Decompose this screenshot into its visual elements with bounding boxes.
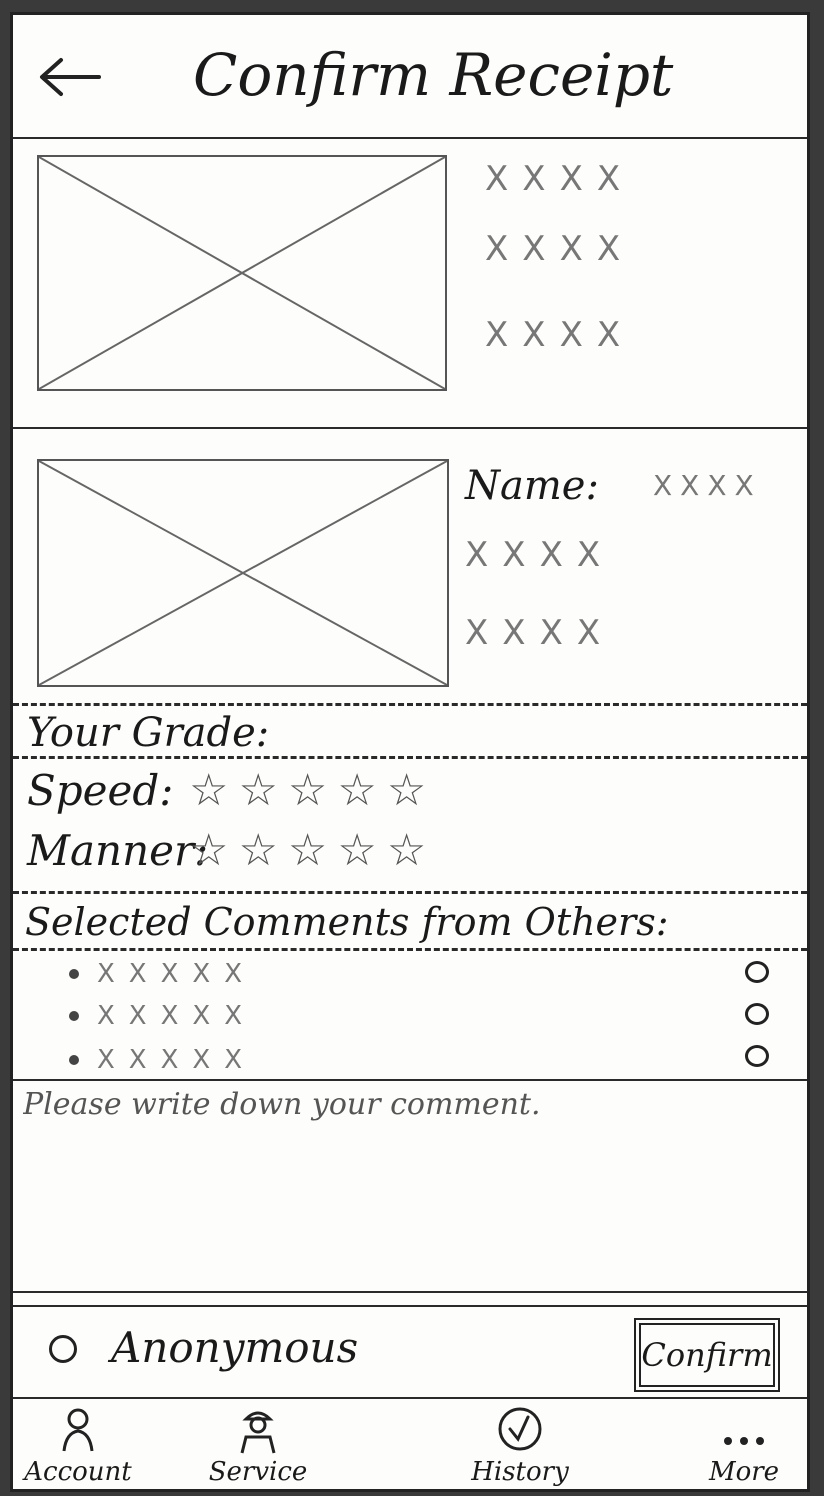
comment-input-area — [13, 1079, 807, 1293]
speed-rating-row: Speed: ☆ ☆ ☆ ☆ ☆ — [27, 765, 436, 816]
speed-label: Speed: — [27, 766, 174, 815]
comment-text: XXXXX — [97, 1045, 257, 1075]
bullet-icon — [69, 969, 79, 979]
others-heading-row: Selected Comments from Others: — [13, 891, 807, 951]
product-section: XXXX XXXX XXXX — [13, 139, 807, 429]
bullet-icon — [69, 1011, 79, 1021]
bottom-nav: Account Service History More — [13, 1399, 807, 1489]
nav-item-service[interactable]: Service — [193, 1399, 323, 1489]
provider-name-label: Name: — [465, 463, 599, 509]
comment-text: XXXXX — [97, 959, 257, 989]
page-title: Confirm Receipt — [193, 41, 674, 109]
back-button[interactable] — [35, 49, 105, 105]
comment-3-radio[interactable] — [745, 1045, 769, 1067]
provider-section: Name: XXXX XXXX XXXX — [13, 429, 807, 703]
product-info-line-3: XXXX — [485, 315, 635, 355]
more-icon — [724, 1437, 764, 1445]
ratings-section: Speed: ☆ ☆ ☆ ☆ ☆ Manner: ☆ ☆ ☆ ☆ ☆ — [13, 759, 807, 891]
list-item: XXXXX — [69, 1001, 256, 1031]
speed-star-4-icon[interactable]: ☆ — [337, 765, 377, 816]
phone-screen: Confirm Receipt XXXX XXXX XXXX Name: XXX… — [10, 12, 810, 1492]
manner-star-2-icon[interactable]: ☆ — [238, 825, 278, 876]
manner-star-3-icon[interactable]: ☆ — [287, 825, 328, 876]
manner-star-4-icon[interactable]: ☆ — [337, 825, 377, 876]
speed-star-1-icon[interactable]: ☆ — [189, 765, 229, 816]
nav-item-account[interactable]: Account — [13, 1399, 143, 1489]
nav-label-account: Account — [24, 1457, 132, 1487]
anonymous-label: Anonymous — [111, 1323, 359, 1372]
product-info-line-1: XXXX — [485, 159, 635, 199]
list-item: XXXXX — [69, 1045, 256, 1075]
service-icon — [240, 1411, 276, 1454]
nav-label-service: Service — [208, 1457, 308, 1487]
provider-name-value: XXXX — [653, 469, 762, 502]
comment-1-radio[interactable] — [745, 961, 769, 983]
list-item: XXXXX — [69, 959, 256, 989]
speed-star-2-icon[interactable]: ☆ — [238, 765, 278, 816]
header-bar: Confirm Receipt — [13, 15, 807, 139]
nav-item-more[interactable]: More — [679, 1399, 807, 1489]
comment-2-radio[interactable] — [745, 1003, 769, 1025]
comment-input[interactable] — [23, 1087, 793, 1283]
provider-info-line-2: XXXX — [465, 613, 615, 653]
action-bar: Anonymous Confirm — [13, 1305, 807, 1399]
provider-photo-placeholder — [37, 459, 449, 687]
bullet-icon — [69, 1055, 79, 1065]
back-arrow-icon — [40, 58, 101, 96]
speed-star-3-icon[interactable]: ☆ — [287, 765, 328, 816]
anonymous-radio[interactable] — [49, 1335, 77, 1363]
others-heading: Selected Comments from Others: — [25, 900, 669, 944]
manner-label: Manner: — [27, 826, 209, 875]
provider-info-line-1: XXXX — [465, 535, 615, 575]
nav-label-history: History — [471, 1457, 569, 1487]
confirm-button[interactable]: Confirm — [634, 1318, 780, 1392]
comment-text: XXXXX — [97, 1001, 257, 1031]
account-icon — [62, 1408, 94, 1452]
history-icon — [498, 1407, 542, 1451]
product-image-placeholder — [37, 155, 447, 391]
manner-star-5-icon[interactable]: ☆ — [386, 825, 427, 876]
others-comments-list: XXXXX XXXXX XXXXX — [13, 951, 807, 1081]
product-info-line-2: XXXX — [485, 229, 635, 269]
manner-rating-row: Manner: ☆ ☆ ☆ ☆ ☆ — [27, 825, 436, 876]
grade-heading: Your Grade: — [27, 710, 270, 756]
manner-star-1-icon[interactable]: ☆ — [189, 825, 229, 876]
nav-label-more: More — [708, 1457, 780, 1487]
speed-star-5-icon[interactable]: ☆ — [386, 765, 427, 816]
nav-item-history[interactable]: History — [455, 1399, 585, 1489]
grade-heading-row: Your Grade: — [13, 703, 807, 759]
